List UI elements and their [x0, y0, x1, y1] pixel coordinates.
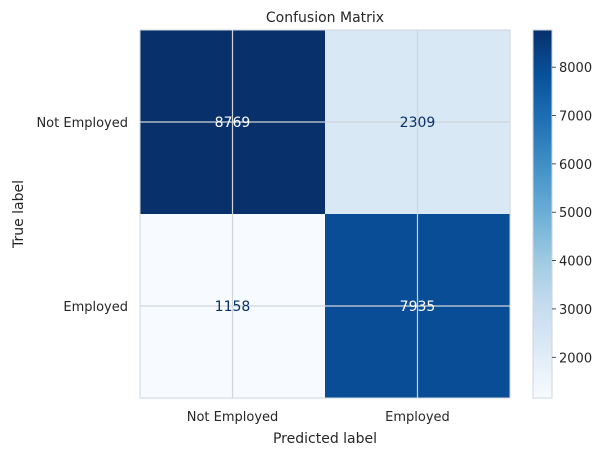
matrix-grid [140, 30, 510, 398]
y-axis-ticks: Not Employed Employed [36, 116, 128, 315]
colorbar-tick-label: 8000 [559, 61, 592, 76]
colorbar-tick-label: 4000 [559, 255, 592, 270]
colorbar-ticks: 2000 3000 4000 5000 6000 7000 8000 [552, 61, 592, 366]
cell-value-1-0: 1158 [215, 299, 251, 315]
y-axis-label: True label [11, 180, 27, 249]
x-axis-ticks: Not Employed Employed [187, 410, 450, 425]
cell-value-labels: 8769 2309 1158 7935 [215, 115, 436, 315]
y-tick-label: Not Employed [36, 116, 128, 131]
cell-value-0-0: 8769 [215, 115, 251, 131]
cell-value-1-1: 7935 [400, 299, 436, 315]
y-tick-label: Employed [63, 300, 128, 315]
colorbar-tick-label: 3000 [559, 303, 592, 318]
x-axis-label: Predicted label [273, 431, 377, 447]
colorbar-tick-label: 7000 [559, 110, 592, 125]
cell-value-0-1: 2309 [400, 115, 436, 131]
x-tick-label: Employed [385, 410, 450, 425]
colorbar-tick-label: 5000 [559, 206, 592, 221]
colorbar-tick-label: 2000 [559, 351, 592, 366]
colorbar [532, 29, 553, 399]
chart-title: Confusion Matrix [266, 10, 384, 26]
colorbar-tick-label: 6000 [559, 158, 592, 173]
matrix-cells [140, 30, 510, 398]
plot-frame [139, 29, 511, 399]
x-tick-label: Not Employed [187, 410, 279, 425]
